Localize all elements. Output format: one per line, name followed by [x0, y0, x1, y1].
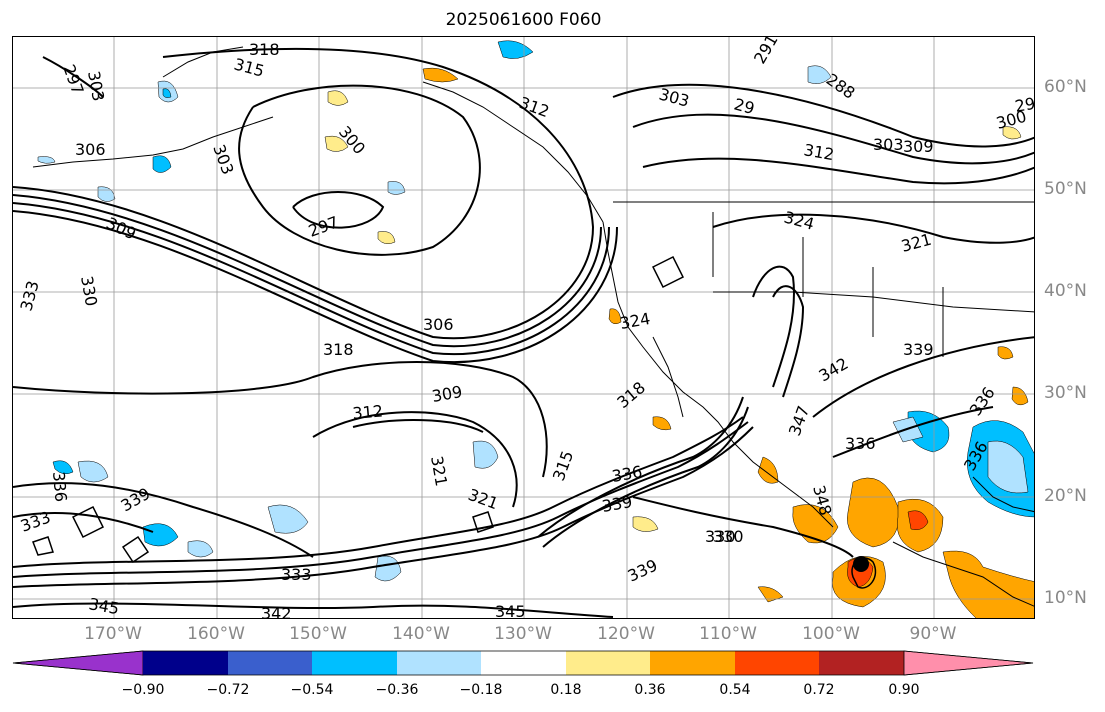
colorbar-extend-low [12, 650, 144, 676]
colorbar-tick-label: 0.54 [719, 682, 751, 698]
svg-text:297: 297 [306, 212, 341, 240]
colorbar-swatch [481, 651, 566, 675]
svg-text:339: 339 [600, 492, 633, 516]
colorbar-swatch [819, 651, 904, 675]
svg-text:321: 321 [466, 485, 501, 513]
colorbar-extend-high [903, 650, 1034, 676]
svg-text:333: 333 [281, 565, 312, 584]
colorbar-tick-label: −0.18 [459, 682, 503, 698]
svg-text:330: 330 [77, 274, 101, 307]
svg-text:333: 333 [18, 507, 53, 535]
svg-text:303: 303 [657, 85, 691, 111]
svg-text:318: 318 [249, 40, 280, 59]
svg-text:306: 306 [75, 140, 106, 159]
colorbar-swatch [735, 651, 819, 675]
svg-text:336: 336 [845, 434, 876, 453]
colorbar-swatch [650, 651, 735, 675]
lon-label-90w: 90°W [909, 624, 957, 644]
svg-text:291: 291 [750, 37, 782, 67]
coastlines [32, 46, 1034, 607]
map-panel[interactable]: 318 315 297 303 306 303 300 297 309 333 … [12, 36, 1035, 619]
svg-text:330: 330 [705, 527, 736, 546]
lon-label-120w: 120°W [597, 624, 655, 644]
svg-text:303: 303 [873, 135, 904, 154]
lon-label-130w: 130°W [494, 624, 552, 644]
svg-text:29: 29 [1013, 94, 1035, 116]
svg-text:312: 312 [352, 401, 384, 423]
colorbar-tick-label: −0.54 [290, 682, 334, 698]
shaded-anomaly-regions [37, 40, 1034, 618]
colorbar [12, 650, 1034, 676]
svg-text:29: 29 [732, 95, 757, 119]
map-title: 2025061600 F060 [445, 10, 602, 30]
colorbar-tick-label: −0.90 [121, 682, 165, 698]
colorbar-swatch [312, 651, 397, 675]
lon-label-160w: 160°W [187, 624, 245, 644]
colorbar-tick-label: 0.36 [634, 682, 666, 698]
svg-text:321: 321 [899, 230, 933, 256]
colorbar-swatch [397, 651, 481, 675]
svg-text:300: 300 [335, 122, 369, 158]
svg-text:309: 309 [103, 213, 139, 243]
svg-text:315: 315 [549, 448, 577, 483]
svg-text:345: 345 [495, 602, 526, 619]
lon-label-140w: 140°W [392, 624, 450, 644]
lat-label-10n: 10°N [1044, 588, 1087, 608]
colorbar-swatches [12, 650, 1034, 676]
lat-label-30n: 30°N [1044, 383, 1087, 403]
colorbar-tick-label: −0.36 [375, 682, 419, 698]
storm-center-marker [853, 556, 869, 572]
svg-text:333: 333 [17, 279, 43, 313]
small-contours [32, 255, 877, 589]
svg-text:342: 342 [816, 354, 852, 386]
lat-label-20n: 20°N [1044, 486, 1087, 506]
svg-text:336: 336 [49, 471, 71, 503]
height-contours [13, 47, 1034, 618]
lat-label-40n: 40°N [1044, 281, 1087, 301]
colorbar-swatch [143, 651, 228, 675]
lat-label-50n: 50°N [1044, 179, 1087, 199]
svg-text:345: 345 [87, 594, 120, 618]
colorbar-tick-label: −0.72 [206, 682, 250, 698]
svg-text:339: 339 [625, 555, 661, 585]
svg-text:324: 324 [618, 309, 651, 333]
svg-text:321: 321 [427, 454, 451, 487]
colorbar-swatch [566, 651, 650, 675]
lon-label-100w: 100°W [802, 624, 860, 644]
lat-label-60n: 60°N [1044, 77, 1087, 97]
svg-text:309: 309 [903, 137, 934, 156]
svg-text:312: 312 [517, 93, 552, 121]
svg-text:342: 342 [261, 604, 292, 619]
svg-text:347: 347 [785, 403, 813, 438]
lon-label-170w: 170°W [84, 624, 142, 644]
colorbar-tick-label: 0.90 [888, 682, 920, 698]
svg-text:309: 309 [430, 382, 463, 406]
svg-text:306: 306 [423, 315, 454, 334]
map-plot: 318 315 297 303 306 303 300 297 309 333 … [13, 37, 1035, 619]
svg-text:336: 336 [966, 383, 999, 419]
svg-text:318: 318 [323, 340, 354, 359]
svg-text:339: 339 [903, 340, 934, 359]
lon-label-150w: 150°W [289, 624, 347, 644]
colorbar-swatch [228, 651, 312, 675]
svg-text:330: 330 [713, 527, 744, 546]
svg-text:312: 312 [802, 140, 835, 164]
colorbar-tick-label: 0.18 [550, 682, 582, 698]
svg-text:324: 324 [782, 208, 816, 234]
svg-text:297: 297 [59, 62, 87, 97]
lon-label-110w: 110°W [699, 624, 757, 644]
svg-text:303: 303 [84, 69, 108, 102]
svg-text:303: 303 [209, 142, 237, 177]
colorbar-tick-label: 0.72 [803, 682, 835, 698]
svg-text:318: 318 [613, 378, 649, 412]
colorbar-outline [12, 650, 1034, 676]
